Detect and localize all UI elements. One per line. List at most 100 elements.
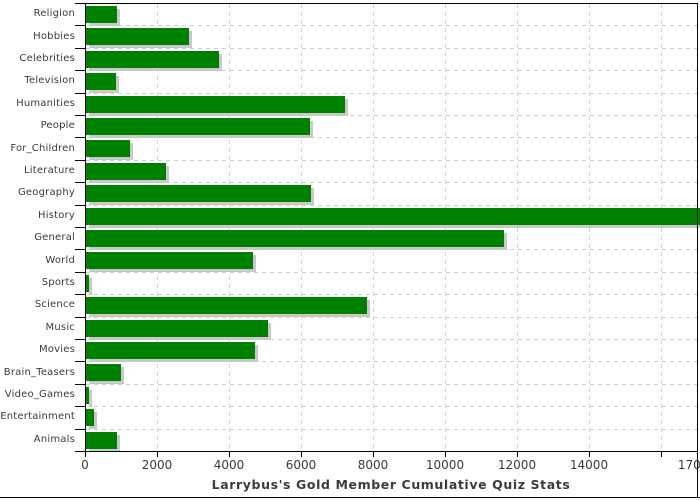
y-axis-label: World <box>45 255 75 266</box>
y-axis-line <box>85 3 86 451</box>
bar-animals <box>86 432 117 449</box>
bar-humanities <box>86 96 345 113</box>
plot-border-right <box>697 3 698 497</box>
horizontal-gridline <box>86 272 697 273</box>
y-axis-tick <box>75 182 85 183</box>
y-axis-tick <box>75 272 85 273</box>
bar-people <box>86 118 310 135</box>
y-axis-label: Music <box>45 322 75 333</box>
y-axis-tick <box>75 70 85 71</box>
x-axis-tick <box>661 451 662 457</box>
x-axis-label: 10000 <box>425 458 465 472</box>
y-axis-label: Celebrities <box>19 53 75 64</box>
y-axis-label: Humanities <box>16 98 75 109</box>
horizontal-gridline <box>86 429 697 430</box>
bar-for_children <box>86 140 130 157</box>
x-axis-label: 6000 <box>285 458 317 472</box>
y-axis-tick <box>75 227 85 228</box>
x-axis-label: 14000 <box>569 458 609 472</box>
x-axis-label: 8000 <box>357 458 389 472</box>
horizontal-gridline <box>86 25 697 26</box>
y-axis-label: History <box>38 210 75 221</box>
bar-history <box>86 208 700 225</box>
y-axis-tick <box>75 361 85 362</box>
horizontal-gridline <box>86 182 697 183</box>
x-axis-label: 12000 <box>497 458 537 472</box>
y-axis-tick <box>75 294 85 295</box>
y-axis-label: People <box>40 120 75 131</box>
y-axis-tick <box>75 451 85 452</box>
y-axis-tick <box>75 115 85 116</box>
y-axis-label: Hobbies <box>33 31 75 42</box>
x-axis-tick <box>589 451 590 457</box>
y-axis-tick <box>75 25 85 26</box>
bar-religion <box>86 6 117 23</box>
y-axis-tick <box>75 48 85 49</box>
y-axis-label: Geography <box>17 187 75 198</box>
x-axis-tick <box>517 451 518 457</box>
chart-title: Larrybus's Gold Member Cumulative Quiz S… <box>211 477 571 492</box>
y-axis-label: Science <box>34 299 75 310</box>
y-axis-tick <box>75 317 85 318</box>
y-axis-tick <box>75 137 85 138</box>
bar-geography <box>86 185 311 202</box>
y-axis-tick <box>75 249 85 250</box>
horizontal-gridline <box>86 48 697 49</box>
x-axis-label: 17000 <box>677 458 700 472</box>
bar-general <box>86 230 504 247</box>
horizontal-gridline <box>86 339 697 340</box>
y-axis-tick <box>75 429 85 430</box>
y-axis-tick <box>75 339 85 340</box>
horizontal-gridline <box>86 70 697 71</box>
x-axis-line <box>85 451 698 452</box>
bar-video_games <box>86 387 89 404</box>
bar-world <box>86 252 253 269</box>
horizontal-gridline <box>86 137 697 138</box>
horizontal-gridline <box>86 384 697 385</box>
x-axis-tick <box>373 451 374 457</box>
x-axis-tick <box>157 451 158 457</box>
bar-science <box>86 297 367 314</box>
y-axis-label: Sports <box>41 277 75 288</box>
bar-brain_teasers <box>86 364 121 381</box>
horizontal-gridline <box>86 93 697 94</box>
y-axis-tick <box>75 160 85 161</box>
y-axis-label: Literature <box>24 165 75 176</box>
bar-literature <box>86 163 166 180</box>
y-axis-label: Movies <box>38 344 75 355</box>
y-axis-tick <box>75 93 85 94</box>
image-bottom-rule <box>0 497 700 498</box>
y-axis-tick <box>75 384 85 385</box>
x-axis-label: 2000 <box>141 458 173 472</box>
horizontal-gridline <box>86 317 697 318</box>
bar-music <box>86 320 268 337</box>
horizontal-gridline <box>86 205 697 206</box>
horizontal-gridline <box>86 406 697 407</box>
x-axis-label: 4000 <box>213 458 245 472</box>
bar-hobbies <box>86 28 189 45</box>
bar-television <box>86 73 116 90</box>
y-axis-label: For_Children <box>10 143 75 154</box>
y-axis-label: Brain_Teasers <box>3 367 75 378</box>
bar-shadow <box>89 390 92 407</box>
y-axis-label: Video_Games <box>4 389 75 400</box>
horizontal-gridline <box>86 160 697 161</box>
y-axis-label: General <box>34 232 75 243</box>
y-axis-tick <box>75 205 85 206</box>
y-axis-label: Entertainment <box>0 411 75 422</box>
bar-entertainment <box>86 409 94 426</box>
x-axis-label: 0 <box>81 458 89 472</box>
bar-shadow <box>89 278 92 295</box>
y-axis-label: Religion <box>33 8 75 19</box>
x-axis-tick <box>301 451 302 457</box>
bar-sports <box>86 275 89 292</box>
x-axis-tick <box>85 451 86 457</box>
x-axis-tick <box>445 451 446 457</box>
plot-border-top <box>85 3 698 4</box>
bar-movies <box>86 342 255 359</box>
y-axis-tick <box>75 3 85 4</box>
bar-celebrities <box>86 51 219 68</box>
y-axis-label: Television <box>24 75 75 86</box>
y-axis-tick <box>75 406 85 407</box>
